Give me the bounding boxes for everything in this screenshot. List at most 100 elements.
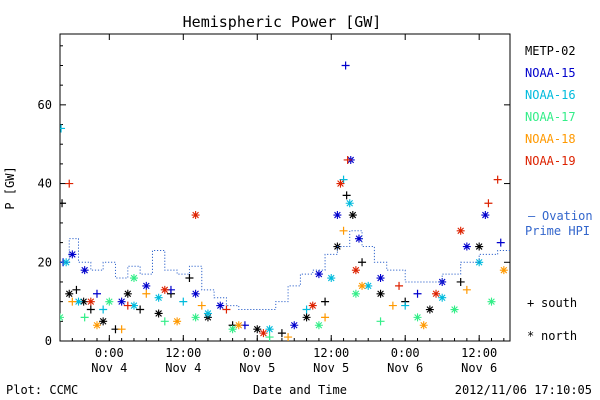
- data-point-north: [234, 321, 243, 330]
- data-point-north: [314, 270, 323, 279]
- data-point-north: [364, 281, 373, 290]
- data-point-north: [413, 313, 422, 322]
- data-point-south: [136, 305, 145, 314]
- data-point-north: [79, 297, 88, 306]
- data-point-north: [354, 234, 363, 243]
- data-point-north: [336, 179, 345, 188]
- data-point-north: [432, 289, 441, 298]
- data-point-north: [438, 293, 447, 302]
- data-point-south: [376, 317, 385, 326]
- series-noaa-15: [60, 61, 505, 330]
- legend-entry-noaa-19: NOAA-19: [525, 154, 576, 168]
- data-point-north: [475, 242, 484, 251]
- data-point-north: [160, 285, 169, 294]
- data-point-south: [395, 281, 404, 290]
- data-point-north: [173, 317, 182, 326]
- data-point-north: [68, 250, 77, 259]
- data-point-north: [358, 281, 367, 290]
- legend-entry-metp-02: METP-02: [525, 44, 576, 58]
- legend: METP-02 NOAA-15 NOAA-16 NOAA-17 NOAA-18 NOAA-…: [525, 44, 593, 343]
- data-point-south: [185, 274, 194, 283]
- data-point-north: [191, 313, 200, 322]
- x-tick-label-time: 12:00: [461, 346, 497, 360]
- x-tick-label-date: Nov 5: [239, 361, 275, 375]
- data-point-north: [99, 317, 108, 326]
- data-point-north: [302, 313, 311, 322]
- legend-entry-noaa-18: NOAA-18: [525, 132, 576, 146]
- x-tick-label-time: 12:00: [313, 346, 349, 360]
- x-axis-label: Date and Time: [253, 383, 347, 397]
- data-point-south: [123, 301, 132, 310]
- data-point-north: [481, 211, 490, 220]
- data-point-north: [487, 297, 496, 306]
- y-tick-label: 20: [38, 255, 52, 269]
- series-noaa-18: [68, 226, 508, 341]
- data-point-north: [265, 325, 274, 334]
- data-point-north: [129, 274, 138, 283]
- data-point-north: [86, 297, 95, 306]
- data-point-north: [259, 329, 268, 338]
- data-point-north: [425, 305, 434, 314]
- data-point-north: [80, 266, 89, 275]
- data-point-south: [456, 277, 465, 286]
- legend-symbol-south: +: [527, 296, 534, 310]
- x-tick-label-date: Nov 4: [165, 361, 201, 375]
- x-tick-label-time: 0:00: [243, 346, 272, 360]
- data-point-north: [253, 325, 262, 334]
- data-point-south: [60, 199, 67, 208]
- data-point-north: [191, 289, 200, 298]
- x-tick-label-date: Nov 6: [387, 361, 423, 375]
- y-tick-label: 0: [45, 334, 52, 348]
- data-point-north: [117, 297, 126, 306]
- x-tick-label-time: 0:00: [95, 346, 124, 360]
- data-point-north: [142, 281, 151, 290]
- data-point-north: [60, 313, 64, 322]
- data-point-south: [343, 155, 352, 164]
- legend-ovation-line1: Ovation: [542, 209, 593, 223]
- data-point-north: [351, 289, 360, 298]
- data-point-south: [222, 305, 231, 314]
- data-point-south: [401, 301, 410, 310]
- data-point-south: [197, 301, 206, 310]
- x-tick-label-date: Nov 4: [91, 361, 127, 375]
- data-point-south: [142, 289, 151, 298]
- legend-entry-noaa-17: NOAA-17: [525, 110, 576, 124]
- x-tick-label-date: Nov 6: [461, 361, 497, 375]
- data-point-north: [327, 274, 336, 283]
- data-point-south: [68, 297, 77, 306]
- y-tick-label: 40: [38, 177, 52, 191]
- data-point-south: [302, 305, 311, 314]
- data-point-north: [419, 321, 428, 330]
- plot-credit: Plot: CCMC: [6, 383, 78, 397]
- plot-area: [59, 33, 511, 342]
- data-point-south: [160, 317, 169, 326]
- data-point-north: [74, 297, 83, 306]
- data-point-south: [321, 297, 330, 306]
- legend-ovation-dash: –: [528, 209, 536, 223]
- data-point-north: [345, 199, 354, 208]
- data-point-north: [456, 226, 465, 235]
- data-point-north: [333, 211, 342, 220]
- data-point-south: [179, 297, 188, 306]
- data-point-north: [499, 266, 508, 275]
- legend-ovation-line2: Prime HPI: [525, 224, 590, 238]
- data-point-south: [277, 329, 286, 338]
- series-noaa-19: [65, 155, 502, 338]
- data-point-south: [496, 238, 505, 247]
- data-point-south: [493, 175, 502, 184]
- data-point-south: [92, 289, 101, 298]
- data-point-south: [65, 179, 74, 188]
- data-point-south: [358, 258, 367, 267]
- data-point-south: [341, 61, 350, 70]
- data-point-north: [154, 309, 163, 318]
- plot-timestamp: 2012/11/06 17:10:05: [455, 383, 592, 397]
- data-point-south: [462, 285, 471, 294]
- data-point-north: [290, 321, 299, 330]
- data-point-north: [65, 289, 74, 298]
- data-point-north: [348, 211, 357, 220]
- data-point-north: [216, 301, 225, 310]
- data-point-north: [92, 321, 101, 330]
- data-point-north: [228, 325, 237, 334]
- legend-symbol-north: *: [527, 329, 534, 343]
